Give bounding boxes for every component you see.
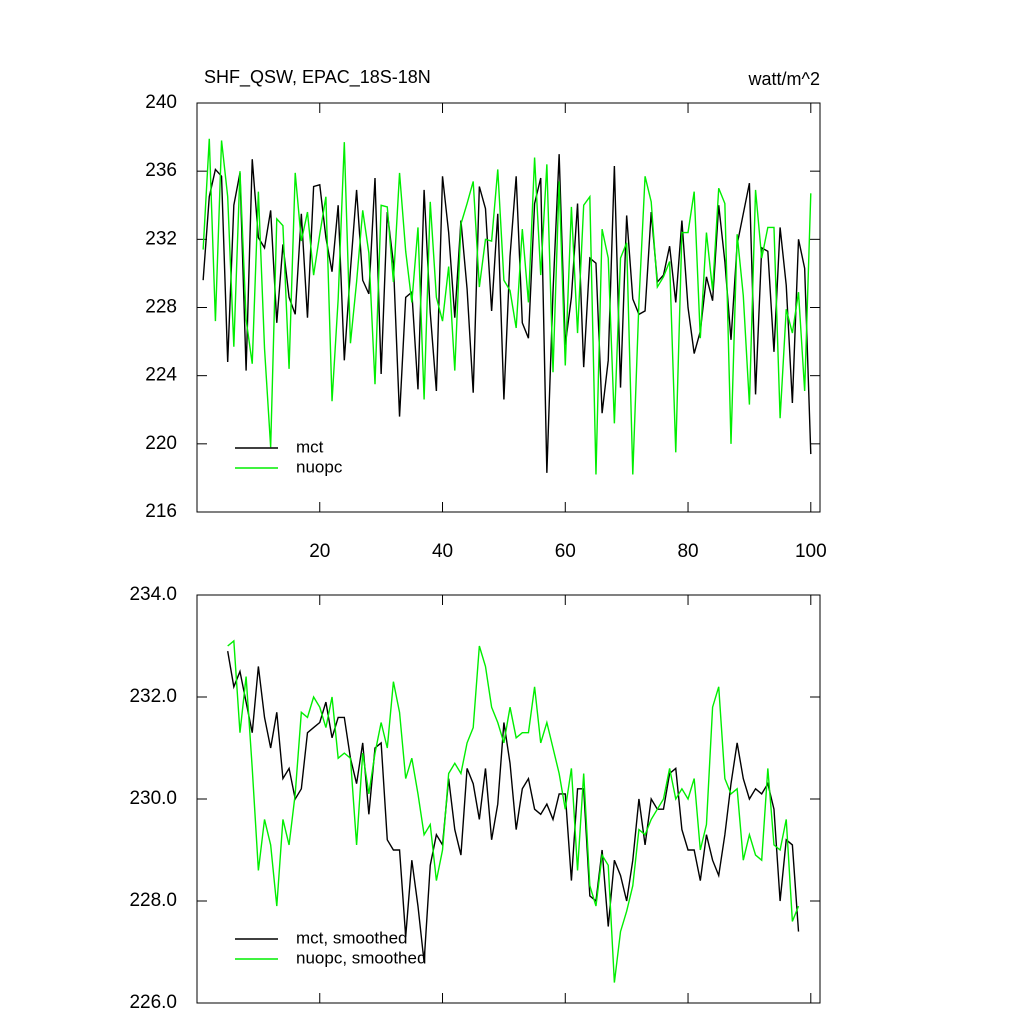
- legend-label: nuopc: [296, 457, 343, 476]
- y-tick-label: 234.0: [129, 584, 177, 605]
- y-tick-label: 228: [145, 297, 177, 318]
- x-tick-label: 60: [555, 541, 576, 562]
- data-line: [227, 639, 800, 983]
- plot-frame: [196, 594, 821, 1004]
- data-line: [227, 650, 800, 963]
- x-tick-label: 80: [677, 541, 698, 562]
- y-tick-label: 236: [145, 160, 177, 181]
- units-label: watt/m^2: [748, 69, 820, 89]
- chart-title: SHF_QSW, EPAC_18S-18N: [204, 67, 431, 88]
- x-tick-label: 40: [432, 541, 453, 562]
- y-tick-label: 224: [145, 365, 177, 386]
- legend-label: mct: [296, 437, 324, 456]
- legend-label: nuopc, smoothed: [296, 948, 426, 967]
- y-tick-label: 230.0: [129, 788, 177, 809]
- x-tick-label: 100: [795, 541, 827, 562]
- legend-label: mct, smoothed: [296, 928, 408, 947]
- data-line: [202, 138, 812, 475]
- y-tick-label: 232: [145, 228, 177, 249]
- y-tick-label: 216: [145, 501, 177, 522]
- data-line: [202, 154, 812, 473]
- x-tick-label: 20: [309, 541, 330, 562]
- y-tick-label: 232.0: [129, 686, 177, 707]
- y-tick-label: 226.0: [129, 992, 177, 1013]
- y-tick-label: 228.0: [129, 890, 177, 911]
- y-tick-label: 220: [145, 433, 177, 454]
- y-tick-label: 240: [145, 92, 177, 113]
